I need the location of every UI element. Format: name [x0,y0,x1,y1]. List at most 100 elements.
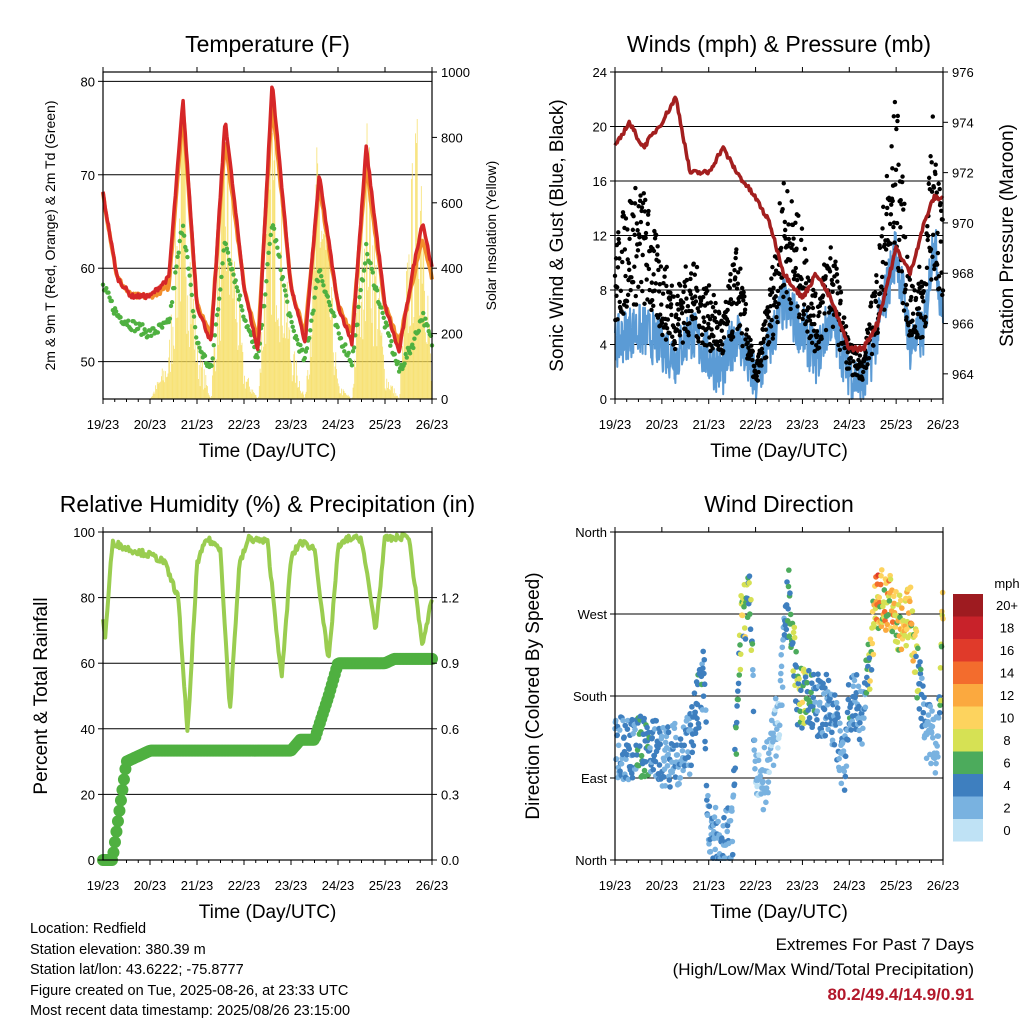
direction-point [894,639,901,645]
gust-point [938,208,944,214]
gust-point [829,277,835,283]
direction-point [703,719,709,725]
direction-point [884,621,891,628]
direction-point [746,573,753,579]
dewpoint-point [177,238,182,244]
gust-point [737,323,743,328]
gust-point [671,294,676,299]
extremes-subtitle: (High/Low/Max Wind/Total Precipitation) [672,960,974,979]
gust-point [901,207,906,212]
gust-point [614,285,620,290]
direction-point [896,592,903,599]
gust-point [924,265,930,271]
direction-point [615,742,622,749]
gust-point [670,334,675,339]
gust-point [909,294,914,300]
gust-point [937,186,942,192]
gust-point [788,306,793,312]
direction-point [845,681,852,688]
gust-point [809,340,815,346]
panel-wind-direction [610,527,946,865]
precip-point [107,846,120,859]
direction-point [706,841,712,847]
dewpoint-point [419,318,425,323]
dewpoint-point [308,328,313,333]
gust-point [634,254,639,259]
gust-point [739,285,745,291]
gust-point [639,205,645,210]
direction-point [773,753,779,759]
x-tick-label: 25/23 [880,417,913,432]
plot-frame [102,531,433,861]
direction-point [737,666,744,673]
dewpoint-point [237,293,243,298]
direction-point [688,762,694,769]
direction-point [923,755,930,762]
direction-point [702,738,708,745]
gust-point [693,315,698,321]
gust-point [928,154,933,159]
direction-point [804,679,810,686]
y-axis-label-left: Sonic Wind & Gust (Blue, Black) [547,99,568,371]
dewpoint-point [214,312,220,318]
direction-point [671,720,678,727]
dewpoint-point [343,342,348,347]
x-tick-label: 20/23 [134,878,167,893]
gust-point [725,307,730,313]
direction-point [701,656,708,663]
direction-point [727,817,734,824]
legend-label: 10 [1000,711,1014,726]
gust-point [651,303,656,309]
gust-point [799,237,804,243]
gust-point [715,325,720,330]
gust-point [830,289,835,294]
direction-point [799,725,805,731]
direction-point [729,851,736,858]
gust-point [929,189,935,194]
y-right-tick-label: 1000 [441,65,470,80]
gust-point [801,308,806,314]
direction-point [862,704,869,711]
direction-point [807,699,813,706]
y-right-tick-label: 974 [952,115,974,130]
direction-point [838,780,845,787]
gust-point [717,311,722,316]
dewpoint-point [358,287,363,293]
gust-point [689,308,694,314]
gust-point [621,213,626,218]
gust-point [932,266,937,272]
gust-point [633,293,638,299]
x-tick-label: 22/23 [739,878,772,893]
direction-point [749,641,756,647]
dewpoint-point [143,330,148,335]
gust-point [899,179,905,185]
gust-point [812,349,817,354]
direction-point [628,770,635,777]
gust-point [750,357,755,363]
legend-swatch [953,594,983,617]
gust-point [684,277,689,283]
y-left-tick-label: 24 [593,65,607,80]
gust-point [679,311,685,316]
gust-point [615,317,620,322]
dewpoint-point [186,266,191,271]
legend-label: 0 [1003,823,1010,838]
dewpoint-point [266,250,271,256]
gust-point [740,343,745,349]
dewpoint-point [188,282,193,288]
direction-point [739,612,746,619]
dewpoint-point [396,369,402,374]
dewpoint-point [135,326,141,331]
gust-point [668,302,674,307]
y-right-tick-label: 600 [441,196,463,211]
dewpoint-point [278,267,283,273]
gust-point [874,273,879,278]
gust-point [655,315,661,320]
dewpoint-point [167,316,173,321]
dewpoint-point [145,334,151,339]
gust-point [801,312,806,317]
gust-point [730,334,736,340]
direction-point [935,733,942,739]
direction-point [776,722,783,729]
direction-point [632,726,638,733]
